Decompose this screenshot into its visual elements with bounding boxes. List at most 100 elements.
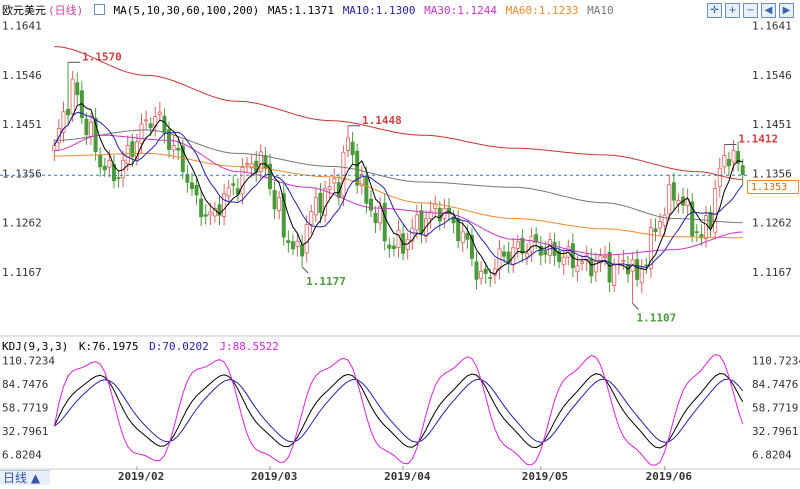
candle-body: [488, 277, 493, 279]
candle-body: [731, 150, 736, 163]
candle-body: [639, 268, 644, 284]
scroll-right-icon[interactable]: ▶: [779, 3, 794, 18]
candle-body: [185, 174, 190, 183]
candle-body: [653, 228, 658, 233]
candle-body: [359, 173, 364, 187]
candle-body: [281, 193, 286, 238]
low-annotation: 1.1177: [306, 275, 346, 288]
candle-body: [419, 210, 424, 234]
y-tick-left: 1.1641: [2, 19, 42, 32]
candle-body: [245, 163, 250, 166]
y-tick-right: 1.1641: [752, 19, 792, 32]
candle-body: [222, 193, 227, 217]
high-annotation: 1.1570: [82, 50, 122, 63]
candle-body: [70, 78, 75, 115]
candle-body: [561, 256, 566, 266]
candle-body: [231, 183, 236, 186]
candle-body: [176, 147, 181, 151]
scroll-left-icon[interactable]: ◀: [761, 3, 776, 18]
candle-body: [635, 259, 640, 280]
candle-body: [433, 203, 438, 209]
y-tick-left: 1.1451: [2, 118, 42, 131]
candle-body: [194, 184, 199, 196]
period-tab[interactable]: 日线 ▲: [0, 470, 50, 485]
ma-line-ma10: [53, 111, 744, 269]
candle-body: [309, 211, 314, 225]
x-tick-label: 2019/05: [522, 470, 568, 483]
candle-body: [144, 119, 149, 122]
candle-body: [300, 244, 305, 257]
y-tick-left: 1.1546: [2, 69, 42, 82]
candle-body: [121, 159, 126, 179]
y-tick-right: 1.1262: [752, 217, 792, 230]
zoom-out-icon[interactable]: −: [743, 3, 758, 18]
zoom-in-icon[interactable]: +: [725, 3, 740, 18]
symbol-label: 欧元美元: [2, 4, 46, 17]
candle-body: [66, 108, 71, 116]
candle-body: [130, 141, 135, 157]
candle-body: [139, 123, 144, 144]
candle-body: [387, 244, 392, 249]
kdj-k-line: [53, 372, 744, 449]
candle-body: [713, 188, 718, 233]
candle-body: [621, 259, 626, 262]
current-price-tag: 1.1353: [747, 180, 799, 194]
candle-body: [373, 212, 378, 224]
candle-body: [162, 115, 167, 134]
candle-body: [437, 208, 442, 222]
annotation-leader: [632, 302, 639, 310]
ma-line-ma30: [54, 134, 743, 256]
kdj-y-tick-left: 58.7719: [2, 401, 48, 414]
low-annotation: 1.1107: [637, 311, 677, 324]
ma10-value: MA10:1.1300: [342, 4, 416, 17]
candle-body: [98, 154, 103, 168]
chart-toolbar: ✛ + − ◀ ▶: [707, 3, 794, 18]
high-annotation: 1.1448: [362, 114, 402, 127]
candle-body: [722, 155, 727, 168]
candle-body: [203, 214, 208, 217]
y-tick-right: 1.1356: [752, 168, 792, 181]
candle-body: [451, 216, 456, 224]
candle-body: [612, 264, 617, 286]
kdj-y-tick-left: 110.7234: [2, 354, 55, 367]
kdj-d-value: D:70.0202: [149, 340, 209, 353]
kdj-name: KDJ(9,3,3): [2, 340, 69, 353]
candle-body: [208, 211, 213, 216]
ma-line-ma60: [54, 152, 743, 239]
period-label: (日线): [48, 4, 84, 17]
y-tick-right: 1.1167: [752, 266, 792, 279]
y-tick-left: 1.1167: [2, 266, 42, 279]
x-tick-label: 2019/02: [118, 470, 164, 483]
candle-body: [327, 186, 332, 190]
chart-legend: 欧元美元 (日线) MA(5,10,30,60,100,200) MA5:1.13…: [2, 2, 616, 18]
candle-body: [502, 251, 507, 257]
candle-body: [557, 250, 562, 263]
candle-body: [249, 163, 254, 169]
candle-body: [428, 210, 433, 219]
x-tick-label: 2019/03: [251, 470, 297, 483]
candle-body: [167, 129, 172, 150]
candle-body: [662, 214, 667, 226]
kdj-y-tick-left: 84.7476: [2, 378, 48, 391]
candle-body: [520, 237, 525, 254]
crosshair-icon[interactable]: ✛: [707, 3, 722, 18]
candle-body: [726, 158, 731, 167]
ma-settings-icon[interactable]: [93, 4, 105, 15]
y-tick-right: 1.1546: [752, 69, 792, 82]
candle-body: [589, 258, 594, 277]
ma60-value: MA60:1.1233: [505, 4, 579, 17]
candle-body: [89, 121, 94, 137]
kdj-y-tick-left: 32.7961: [2, 425, 48, 438]
kdj-y-tick-right: 58.7719: [752, 401, 798, 414]
candle-body: [75, 82, 80, 96]
x-tick-label: 2019/06: [646, 470, 693, 483]
y-tick-right: 1.1451: [752, 118, 792, 131]
candle-body: [648, 227, 653, 269]
candle-body: [740, 165, 745, 175]
candle-body: [226, 187, 231, 197]
candle-body: [483, 268, 488, 274]
candle-body: [290, 241, 295, 250]
ma30-value: MA30:1.1244: [424, 4, 498, 17]
candle-body: [469, 235, 474, 259]
candle-body: [304, 224, 309, 254]
